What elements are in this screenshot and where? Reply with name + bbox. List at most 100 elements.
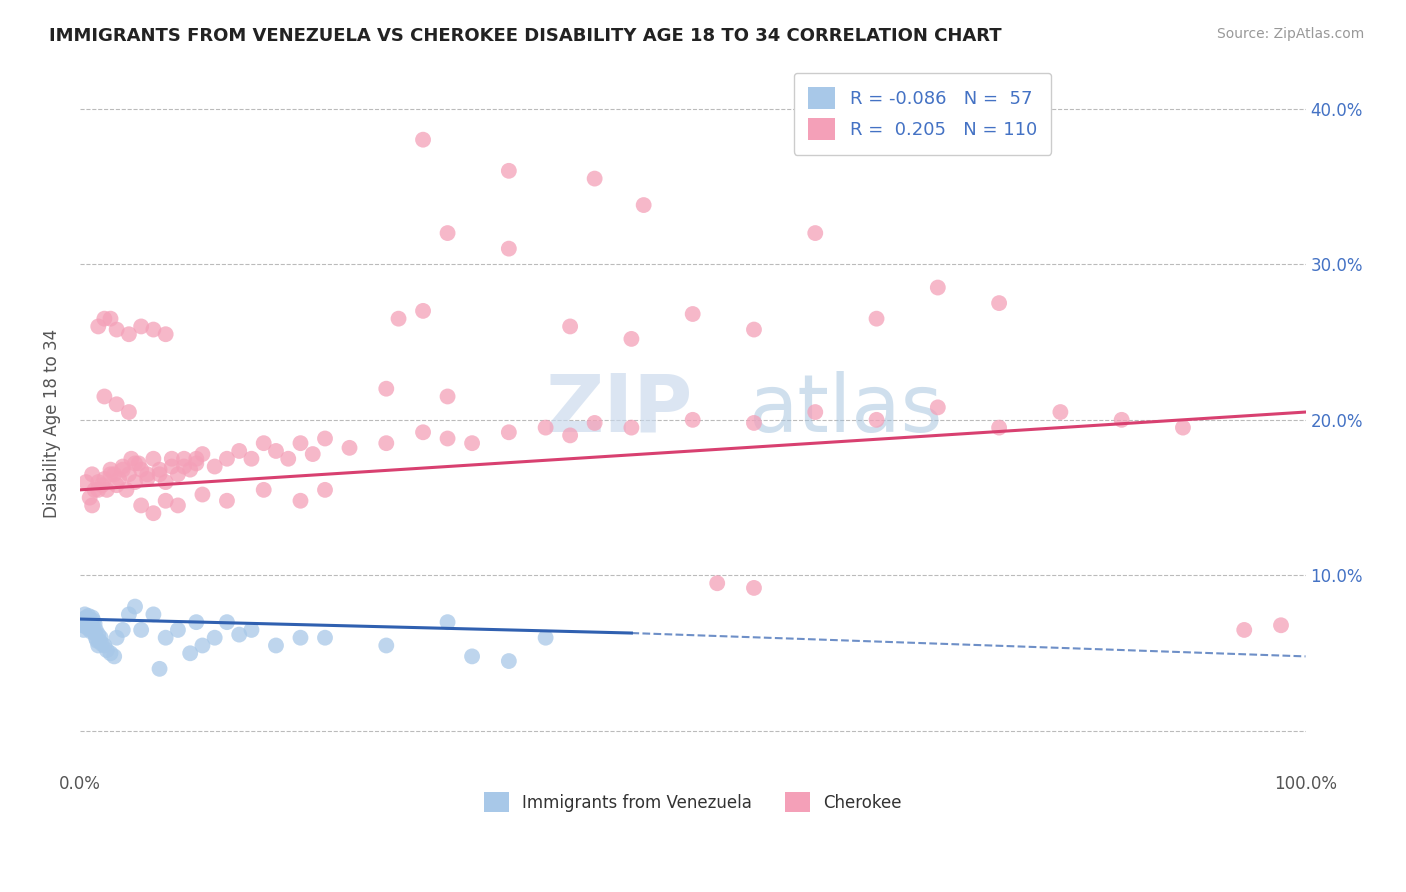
Point (148, 467, 170, 482)
Point (148, 662, 170, 676)
Point (240, 451, 263, 466)
Point (93, 639, 115, 653)
Point (124, 475, 146, 489)
Point (75, 620, 97, 634)
Point (76, 614, 98, 628)
Point (167, 467, 190, 482)
Point (436, 432, 458, 446)
Point (142, 322, 165, 336)
Point (118, 405, 141, 419)
Point (682, 307, 704, 321)
Point (90, 637, 112, 651)
Point (633, 198, 655, 212)
Point (128, 457, 150, 471)
Point (129, 319, 152, 334)
Point (120, 451, 142, 466)
Point (83, 626, 105, 640)
Point (72, 623, 94, 637)
Point (375, 382, 398, 396)
Point (96, 483, 118, 497)
Point (173, 451, 195, 466)
Point (167, 499, 190, 513)
Point (498, 164, 520, 178)
Point (498, 242, 520, 256)
Point (105, 397, 128, 411)
Point (96, 643, 118, 657)
Point (583, 171, 606, 186)
Point (84, 623, 107, 637)
Point (215, 615, 238, 629)
Text: ZIP: ZIP (546, 371, 693, 449)
Point (111, 462, 134, 476)
Point (87, 627, 110, 641)
Point (1233, 623, 1256, 637)
Point (179, 646, 201, 660)
Point (865, 413, 887, 427)
Point (142, 607, 165, 622)
Point (142, 506, 165, 520)
Point (314, 483, 336, 497)
Point (498, 425, 520, 440)
Point (804, 405, 827, 419)
Point (412, 304, 434, 318)
Point (290, 631, 312, 645)
Point (148, 462, 170, 476)
Point (129, 462, 152, 476)
Point (290, 436, 312, 450)
Point (72, 618, 94, 632)
Point (204, 459, 226, 474)
Point (412, 425, 434, 440)
Point (103, 467, 125, 482)
Point (93, 389, 115, 403)
Point (72, 612, 94, 626)
Point (90, 478, 112, 492)
Point (375, 436, 398, 450)
Point (988, 296, 1011, 310)
Point (80, 624, 103, 639)
Point (76, 616, 98, 631)
Point (87, 639, 110, 653)
Text: IMMIGRANTS FROM VENEZUELA VS CHEROKEE DISABILITY AGE 18 TO 34 CORRELATION CHART: IMMIGRANTS FROM VENEZUELA VS CHEROKEE DI… (49, 27, 1002, 45)
Point (314, 631, 336, 645)
Point (124, 457, 146, 471)
Point (264, 639, 287, 653)
Point (186, 615, 208, 629)
Point (111, 459, 134, 474)
Point (82, 467, 104, 482)
Point (339, 441, 361, 455)
Point (253, 436, 276, 450)
Point (87, 483, 110, 497)
Point (87, 475, 110, 489)
Text: atlas: atlas (748, 371, 942, 449)
Point (73, 615, 96, 629)
Point (83, 483, 105, 497)
Point (682, 413, 704, 427)
Point (155, 475, 177, 489)
Point (124, 599, 146, 614)
Point (79, 491, 101, 505)
Point (204, 631, 226, 645)
Point (534, 420, 557, 434)
Point (82, 623, 104, 637)
Point (215, 493, 238, 508)
Point (136, 467, 159, 482)
Point (82, 499, 104, 513)
Point (290, 493, 312, 508)
Point (100, 646, 122, 660)
Point (155, 327, 177, 342)
Point (228, 444, 250, 458)
Point (461, 649, 484, 664)
Point (105, 322, 128, 336)
Point (412, 133, 434, 147)
Point (1171, 420, 1194, 434)
Point (100, 462, 122, 476)
Point (742, 322, 765, 336)
Point (115, 483, 138, 497)
Point (80, 615, 103, 629)
Point (558, 428, 581, 442)
Point (100, 467, 122, 482)
Point (927, 280, 949, 294)
Point (191, 639, 214, 653)
Point (706, 576, 728, 591)
Point (186, 451, 208, 466)
